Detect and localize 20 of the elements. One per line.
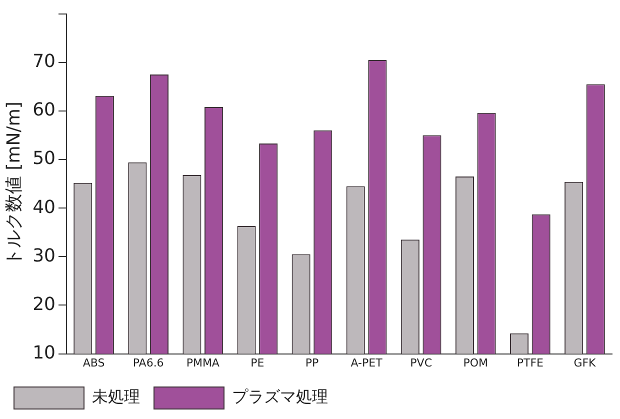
y-tick-label: 70 — [32, 51, 56, 72]
y-tick-label: 10 — [32, 342, 56, 364]
x-tick-label: POM — [463, 356, 488, 370]
y-tick-label: 20 — [32, 294, 56, 315]
y-tick-label: 30 — [32, 245, 56, 266]
x-tick-label: GFK — [574, 356, 597, 370]
x-tick-label: ABS — [82, 356, 105, 370]
legend-label: プラズマ処理 — [232, 387, 328, 406]
y-tick-label: 40 — [32, 196, 56, 218]
x-tick-label: PTFE — [516, 356, 544, 370]
legend-label: 未処理 — [92, 387, 140, 406]
x-tick-label: PA6.6 — [132, 356, 164, 370]
x-tick-label: A-PET — [350, 356, 383, 370]
x-tick-label: PE — [250, 356, 264, 370]
y-axis-title: トルク数値 [mN/m] — [3, 102, 24, 266]
x-tick-label: PMMA — [186, 356, 220, 370]
y-tick-label: 60 — [32, 100, 56, 121]
x-tick-label: PP — [305, 356, 319, 370]
y-tick-label: 50 — [32, 148, 56, 170]
x-tick-label: PVC — [410, 356, 432, 370]
